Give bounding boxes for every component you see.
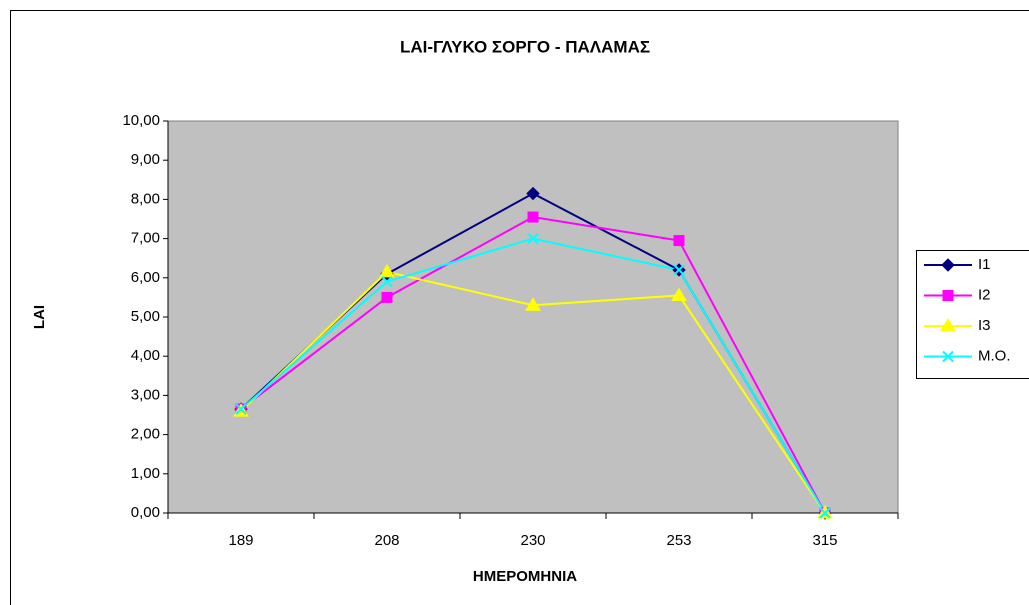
y-tick-label: 9,00 (131, 151, 160, 168)
y-tick-label: 3,00 (131, 386, 160, 403)
y-tick-label: 5,00 (131, 308, 160, 325)
x-tick-label: 189 (228, 532, 253, 549)
y-tick-label: 7,00 (131, 230, 160, 247)
legend-label: I3 (978, 317, 991, 334)
data-point (381, 276, 393, 288)
legend-label: I1 (978, 256, 991, 273)
plot-area (167, 120, 899, 514)
data-point (379, 263, 395, 278)
data-point (527, 211, 539, 223)
legend-marker (940, 318, 956, 332)
data-point (673, 235, 685, 247)
x-tick-label: 208 (374, 532, 399, 549)
data-point (819, 507, 831, 519)
y-tick-label: 0,00 (131, 504, 160, 521)
legend-label: I2 (978, 286, 991, 303)
x-tick-label: 253 (666, 532, 691, 549)
data-point (673, 264, 685, 276)
data-point (235, 403, 247, 415)
y-axis-label: LAI (31, 305, 48, 329)
data-point (671, 287, 687, 301)
y-tick-label: 4,00 (131, 347, 160, 364)
chart-title: LAI-ΓΛΥΚΟ ΣΟΡΓΟ - ΠΑΛΑΜΑΣ (400, 37, 650, 56)
y-tick-label: 2,00 (131, 426, 160, 443)
x-axis-label: ΗΜΕΡΟΜΗΝΙΑ (473, 568, 577, 585)
data-point (381, 291, 393, 303)
y-tick-label: 10,00 (122, 112, 160, 129)
data-point (525, 297, 541, 311)
x-tick-label: 230 (520, 532, 545, 549)
y-tick-label: 6,00 (131, 269, 160, 286)
x-tick-label: 315 (812, 532, 837, 549)
y-tick-label: 1,00 (131, 465, 160, 482)
y-tick-label: 8,00 (131, 190, 160, 207)
legend-marker (942, 350, 954, 363)
data-point (526, 186, 540, 201)
legend-box (916, 250, 1029, 379)
legend-marker (942, 290, 954, 301)
data-point (527, 232, 539, 245)
legend-label: M.O. (978, 347, 1011, 364)
legend-marker (941, 258, 955, 272)
